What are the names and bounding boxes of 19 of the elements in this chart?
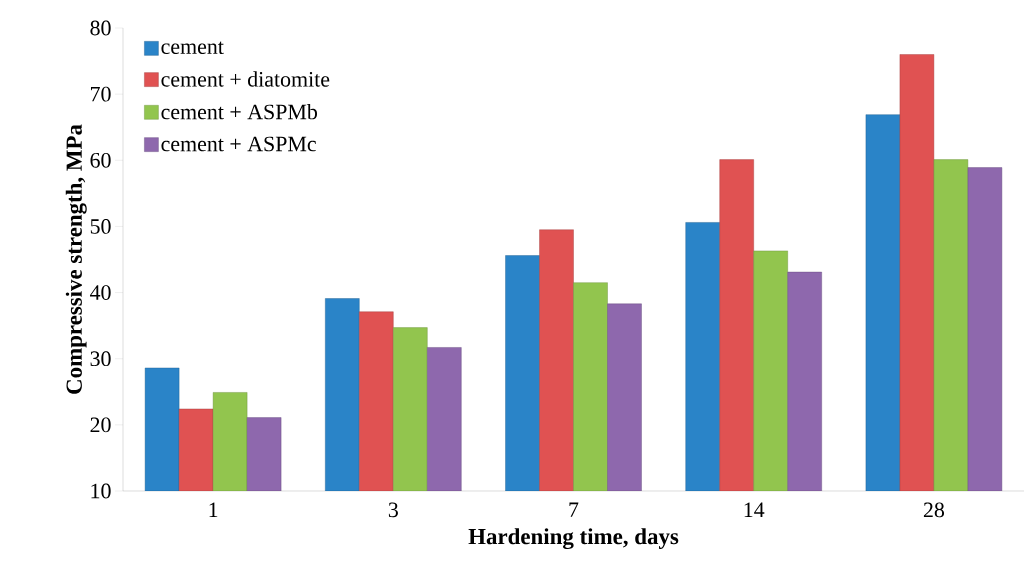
x-tick-label: 28 [923, 502, 945, 518]
x-axis-title: Hardening time, days [468, 528, 679, 550]
legend-label: cement [161, 41, 224, 54]
y-tick-label: 60 [90, 152, 111, 168]
y-tick-label: 20 [90, 417, 111, 433]
y-tick-label: 40 [89, 285, 111, 300]
x-tick-label: 14 [744, 502, 765, 517]
legend-label: cement + ASPMb [161, 103, 318, 120]
legend-label: cement + ASPMc [161, 136, 316, 152]
legend-label: cement + diatomite [161, 71, 330, 87]
y-tick-label: 80 [90, 20, 111, 36]
x-tick-label: 7 [569, 502, 579, 517]
y-axis-title: Compressive strength, MPa [65, 124, 87, 394]
x-tick-label: 3 [388, 502, 398, 518]
y-tick-label: 10 [91, 483, 111, 499]
y-tick-label: 50 [90, 219, 111, 234]
y-tick-label: 70 [91, 86, 111, 102]
x-tick-label: 1 [209, 502, 218, 517]
y-tick-label: 30 [90, 351, 111, 367]
